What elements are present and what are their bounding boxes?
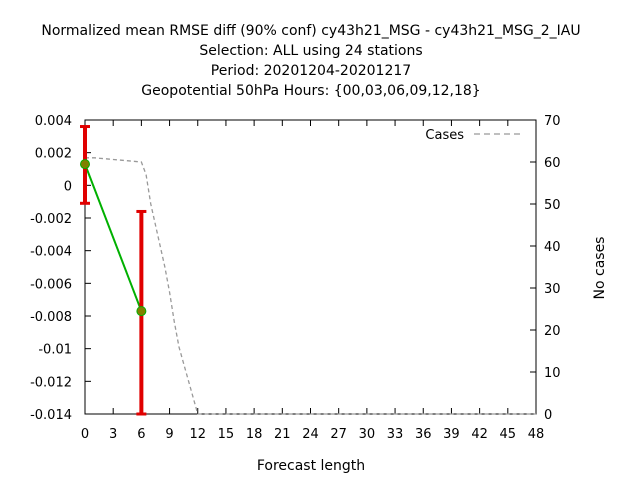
y-tick-label: -0.014 xyxy=(30,408,72,423)
y2-tick-label: 0 xyxy=(544,408,552,423)
y2-tick-label: 10 xyxy=(544,366,561,381)
title-line-2: Selection: ALL using 24 stations xyxy=(199,43,422,59)
plot-axes xyxy=(84,119,537,415)
x-tick-label: 48 xyxy=(528,427,545,442)
x-tick-label: 30 xyxy=(359,427,376,442)
x-tick-label: 33 xyxy=(387,427,404,442)
x-tick-label: 24 xyxy=(302,427,319,442)
title-line-4: Geopotential 50hPa Hours: {00,03,06,09,1… xyxy=(141,83,480,99)
cases-line xyxy=(85,157,536,415)
x-tick-label: 18 xyxy=(246,427,263,442)
y2-tick-label: 50 xyxy=(544,198,561,213)
x-tick-label: 45 xyxy=(500,427,517,442)
y2-tick-label: 40 xyxy=(544,240,561,255)
y2-tick-label: 70 xyxy=(544,114,561,129)
legend: Cases xyxy=(425,128,520,143)
chart-title: Normalized mean RMSE diff (90% conf) cy4… xyxy=(41,23,580,99)
x-tick-label: 15 xyxy=(218,427,235,442)
y-tick-label: -0.012 xyxy=(30,375,72,390)
data-point xyxy=(136,306,147,317)
x-tick-label: 12 xyxy=(189,427,206,442)
x-tick-label: 36 xyxy=(415,427,432,442)
x-tick-label: 3 xyxy=(109,427,117,442)
y2-tick-label: 20 xyxy=(544,324,561,339)
x-tick-label: 0 xyxy=(81,427,89,442)
y-tick-label: -0.008 xyxy=(30,310,72,325)
x-tick-label: 27 xyxy=(330,427,347,442)
legend-label-cases: Cases xyxy=(425,128,464,143)
y-tick-label: -0.01 xyxy=(38,343,72,358)
x-tick-label: 6 xyxy=(137,427,145,442)
y-tick-label: -0.006 xyxy=(30,277,72,292)
x-tick-label: 9 xyxy=(165,427,173,442)
y-tick-label: -0.004 xyxy=(30,245,72,260)
y2-tick-label: 60 xyxy=(544,156,561,171)
x-tick-label: 39 xyxy=(443,427,460,442)
y-tick-label: 0.004 xyxy=(35,114,72,129)
rmse-diff-line xyxy=(84,163,143,312)
y-tick-label: 0.002 xyxy=(35,147,72,162)
title-line-1: Normalized mean RMSE diff (90% conf) cy4… xyxy=(41,23,580,39)
title-line-3: Period: 20201204-20201217 xyxy=(211,63,411,79)
data-point xyxy=(80,159,90,170)
plot-series xyxy=(80,125,536,416)
y2-tick-label: 30 xyxy=(544,282,561,297)
y-tick-label: 0 xyxy=(64,179,72,194)
plot-frame xyxy=(84,119,537,415)
x-tick-label: 42 xyxy=(471,427,488,442)
tick-marks: 0 3 6 9 12 15 18 21 24 27 30 33 36 39 42 45 480.0040.002… xyxy=(30,114,560,442)
y2-axis-label: No cases xyxy=(592,237,608,300)
x-axis-label: Forecast length xyxy=(257,458,365,474)
x-tick-label: 21 xyxy=(274,427,291,442)
y-tick-label: -0.002 xyxy=(30,212,72,227)
